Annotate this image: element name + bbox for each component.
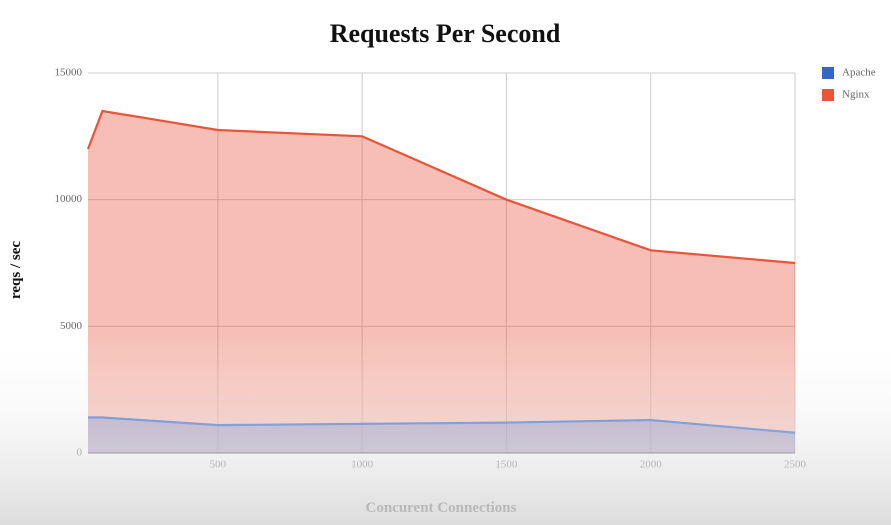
y-tick-label: 15000 — [55, 67, 83, 79]
x-tick-label: 500 — [210, 459, 227, 471]
y-axis-title: reqs / sec — [8, 241, 24, 299]
legend-label: Nginx — [842, 89, 870, 101]
plot-area: 0 5000 10000 15000 500 1000 1500 2000 2500 — [55, 67, 807, 471]
y-tick-label: 5000 — [60, 320, 83, 332]
legend-swatch — [822, 67, 834, 79]
x-axis-title: Concurent Connections — [366, 500, 517, 516]
y-tick-label: 0 — [77, 447, 83, 459]
x-tick-label: 2000 — [640, 459, 663, 471]
x-tick-label: 1500 — [495, 459, 518, 471]
chart-title: Requests Per Second — [330, 19, 561, 48]
x-tick-label: 1000 — [351, 459, 374, 471]
y-tick-label: 10000 — [55, 193, 83, 205]
legend-label: Apache — [842, 67, 876, 79]
x-tick-label: 2500 — [784, 459, 807, 471]
legend-swatch — [822, 89, 834, 101]
series-line — [86, 109, 796, 265]
